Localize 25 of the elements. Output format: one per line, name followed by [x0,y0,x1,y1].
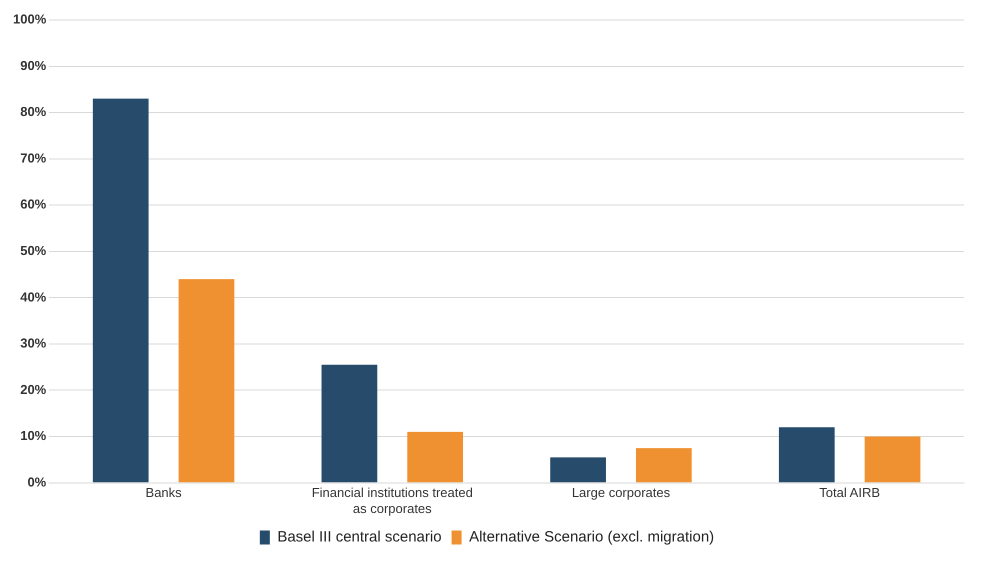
y-tick-label: 20% [20,382,47,397]
y-tick-label: 90% [20,58,47,73]
x-tick-label: Banks [146,485,182,500]
y-tick-label: 100% [13,12,47,27]
bar [92,98,149,482]
legend-label: Alternative Scenario (excl. migration) [469,528,714,546]
y-tick-label: 40% [20,289,47,304]
legend-label: Basel III central scenario [277,528,442,546]
bar [407,432,464,482]
y-tick-label: 0% [27,474,47,490]
bar [636,448,692,482]
bar [550,457,606,482]
y-tick-label: 50% [20,242,47,258]
y-tick-label: 80% [20,104,47,120]
y-tick-label: 10% [20,428,47,444]
x-tick-label: Large corporates [572,485,671,500]
y-tick-label: 70% [20,150,47,166]
bar [864,436,920,482]
y-tick-label: 30% [20,336,47,351]
bar [778,427,835,482]
x-tick-label: Total AIRB [819,485,880,500]
x-tick-label: Financial institutions treated as corporates [312,485,473,516]
y-tick-label: 60% [20,196,47,212]
bar [322,364,378,482]
bar [178,279,234,482]
